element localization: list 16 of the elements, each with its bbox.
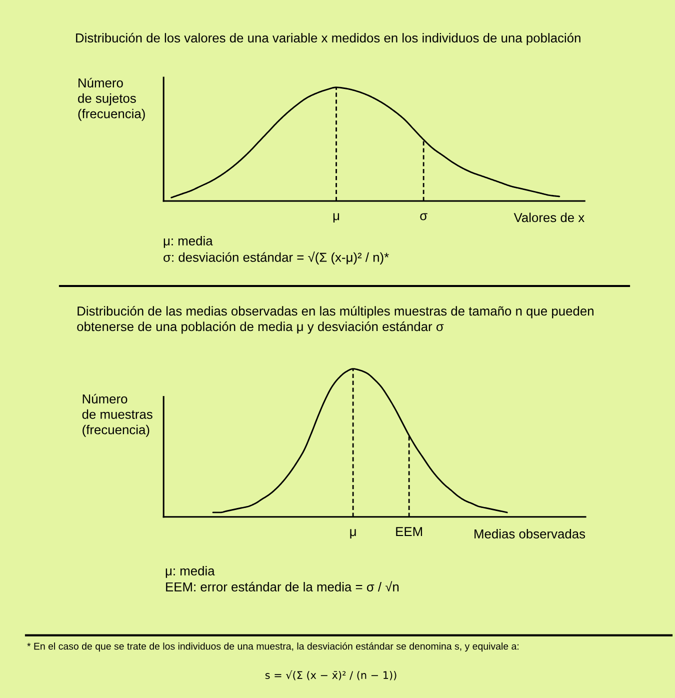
- x-axis-title: Medias observadas: [474, 528, 586, 538]
- chart-title: Distribución de las medias observadas en las múltiples muestras de tamaño n que pueden obtenerse de una población de media μ y desviación estándar σ: [77, 306, 594, 334]
- x-tick-label: μ: [350, 529, 356, 538]
- text: s = √(Σ (x − x̄)² / (n − 1)): [265, 670, 396, 680]
- x-tick-label: σ: [420, 213, 428, 220]
- x-tick-label: EEM: [396, 527, 422, 536]
- text: σ: desviación estándar = √(Σ (x-μ)² / n)*: [164, 252, 389, 264]
- text: * En el caso de que se trate de los individuos de una muestra, la desviación estándar se denomina s, y equivale a:: [27, 642, 518, 652]
- y-axis-title: Número de muestras (frecuencia): [82, 394, 152, 437]
- x-axis-title: Valores de x: [514, 212, 584, 222]
- x-tick-label: μ: [333, 213, 340, 223]
- text: μ: media: [166, 566, 215, 578]
- text: EEM: error estándar de la media = σ / √n: [166, 581, 399, 592]
- chart-title: Distribución de los valores de una variable x medidos en los individuos de una población: [76, 32, 580, 46]
- y-axis-title: Número de sujetos (frecuencia): [78, 78, 145, 121]
- text: μ: media: [164, 236, 213, 248]
